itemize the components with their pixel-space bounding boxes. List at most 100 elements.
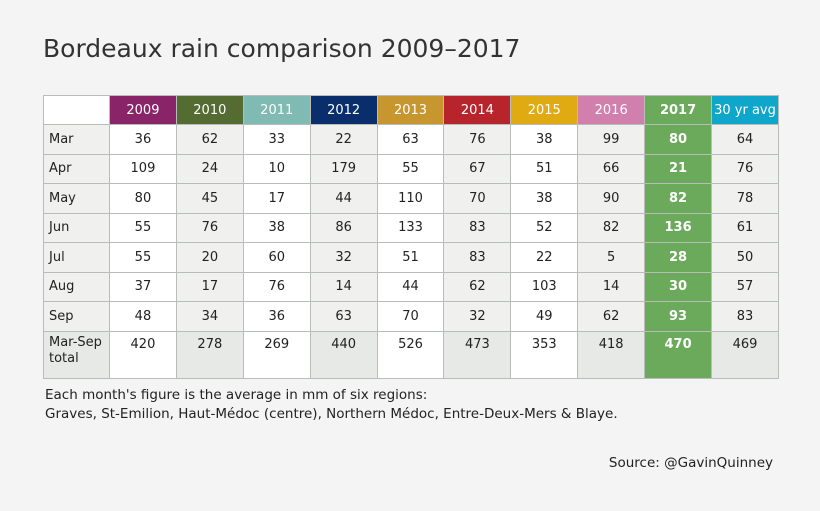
row-label: Jul (43, 242, 110, 273)
value-cell: 34 (175, 301, 244, 332)
value-cell: 10 (242, 153, 311, 184)
value-cell: 36 (242, 301, 311, 332)
value-cell: 33 (242, 124, 311, 155)
column-header: 2009 (109, 95, 177, 125)
row-label: Mar-Sep total (43, 330, 110, 379)
value-cell: 470 (644, 330, 713, 379)
value-cell: 278 (175, 330, 244, 379)
value-cell: 62 (577, 301, 646, 332)
value-cell: 82 (577, 212, 646, 243)
column-header: 2016 (577, 95, 646, 125)
value-cell: 36 (109, 124, 177, 155)
value-cell: 76 (443, 124, 512, 155)
value-cell: 82 (644, 183, 713, 214)
value-cell: 70 (376, 301, 445, 332)
table-row: Jul 55 20 60 32 51 83 22 5 28 50 (43, 242, 779, 273)
corner-cell (43, 95, 110, 125)
column-header: 30 yr avg (711, 95, 779, 125)
value-cell: 55 (109, 212, 177, 243)
value-cell: 51 (376, 242, 445, 273)
value-cell: 440 (309, 330, 378, 379)
value-cell: 110 (376, 183, 445, 214)
value-cell: 64 (711, 124, 779, 155)
value-cell: 55 (109, 242, 177, 273)
value-cell: 21 (644, 153, 713, 184)
column-header: 2011 (242, 95, 311, 125)
value-cell: 28 (644, 242, 713, 273)
value-cell: 49 (510, 301, 579, 332)
table-row: May 80 45 17 44 110 70 38 90 82 78 (43, 183, 779, 214)
value-cell: 103 (510, 271, 579, 302)
value-cell: 469 (711, 330, 779, 379)
table-row: Mar 36 62 33 22 63 76 38 99 80 64 (43, 124, 779, 155)
row-label: Mar (43, 124, 110, 155)
value-cell: 83 (443, 212, 512, 243)
value-cell: 76 (711, 153, 779, 184)
value-cell: 86 (309, 212, 378, 243)
value-cell: 526 (376, 330, 445, 379)
value-cell: 133 (376, 212, 445, 243)
row-label: Jun (43, 212, 110, 243)
source-credit: Source: @GavinQuinney (608, 455, 773, 471)
value-cell: 90 (577, 183, 646, 214)
value-cell: 67 (443, 153, 512, 184)
chart-title: Bordeaux rain comparison 2009–2017 (43, 34, 521, 63)
value-cell: 109 (109, 153, 177, 184)
rain-table: 2009 2010 2011 2012 2013 2014 2015 2016 2017 30 y… (43, 95, 779, 379)
value-cell: 57 (711, 271, 779, 302)
value-cell: 14 (309, 271, 378, 302)
footnote-line-2: Graves, St-Emilion, Haut-Médoc (centre),… (45, 406, 618, 422)
column-header: 2010 (175, 95, 244, 125)
column-header: 2012 (309, 95, 378, 125)
value-cell: 32 (443, 301, 512, 332)
value-cell: 62 (443, 271, 512, 302)
value-cell: 32 (309, 242, 378, 273)
value-cell: 38 (510, 124, 579, 155)
total-row: Mar-Sep total 420 278 269 440 526 473 353 418 470… (43, 330, 779, 379)
footnote: Each month's figure is the average in mm… (45, 386, 618, 424)
value-cell: 52 (510, 212, 579, 243)
table-row: Aug 37 17 76 14 44 62 103 14 30 57 (43, 271, 779, 302)
value-cell: 44 (376, 271, 445, 302)
value-cell: 20 (175, 242, 244, 273)
table-row: Apr 109 24 10 179 55 67 51 66 21 76 (43, 153, 779, 184)
value-cell: 420 (109, 330, 177, 379)
column-header: 2015 (510, 95, 579, 125)
value-cell: 48 (109, 301, 177, 332)
value-cell: 418 (577, 330, 646, 379)
value-cell: 353 (510, 330, 579, 379)
column-header: 2014 (443, 95, 512, 125)
footnote-line-1: Each month's figure is the average in mm… (45, 387, 428, 403)
value-cell: 66 (577, 153, 646, 184)
value-cell: 80 (109, 183, 177, 214)
row-label: Aug (43, 271, 110, 302)
value-cell: 99 (577, 124, 646, 155)
value-cell: 83 (443, 242, 512, 273)
value-cell: 78 (711, 183, 779, 214)
value-cell: 80 (644, 124, 713, 155)
value-cell: 38 (510, 183, 579, 214)
table-row: Jun 55 76 38 86 133 83 52 82 136 61 (43, 212, 779, 243)
value-cell: 76 (242, 271, 311, 302)
header-row: 2009 2010 2011 2012 2013 2014 2015 2016 2017 30 y… (43, 95, 779, 125)
value-cell: 24 (175, 153, 244, 184)
value-cell: 50 (711, 242, 779, 273)
value-cell: 45 (175, 183, 244, 214)
table-row: Sep 48 34 36 63 70 32 49 62 93 83 (43, 301, 779, 332)
value-cell: 5 (577, 242, 646, 273)
value-cell: 93 (644, 301, 713, 332)
row-label: Apr (43, 153, 110, 184)
value-cell: 63 (376, 124, 445, 155)
value-cell: 70 (443, 183, 512, 214)
value-cell: 51 (510, 153, 579, 184)
value-cell: 60 (242, 242, 311, 273)
value-cell: 55 (376, 153, 445, 184)
row-label: May (43, 183, 110, 214)
column-header: 2017 (644, 95, 713, 125)
value-cell: 136 (644, 212, 713, 243)
value-cell: 30 (644, 271, 713, 302)
column-header: 2013 (376, 95, 445, 125)
value-cell: 61 (711, 212, 779, 243)
value-cell: 38 (242, 212, 311, 243)
value-cell: 22 (309, 124, 378, 155)
